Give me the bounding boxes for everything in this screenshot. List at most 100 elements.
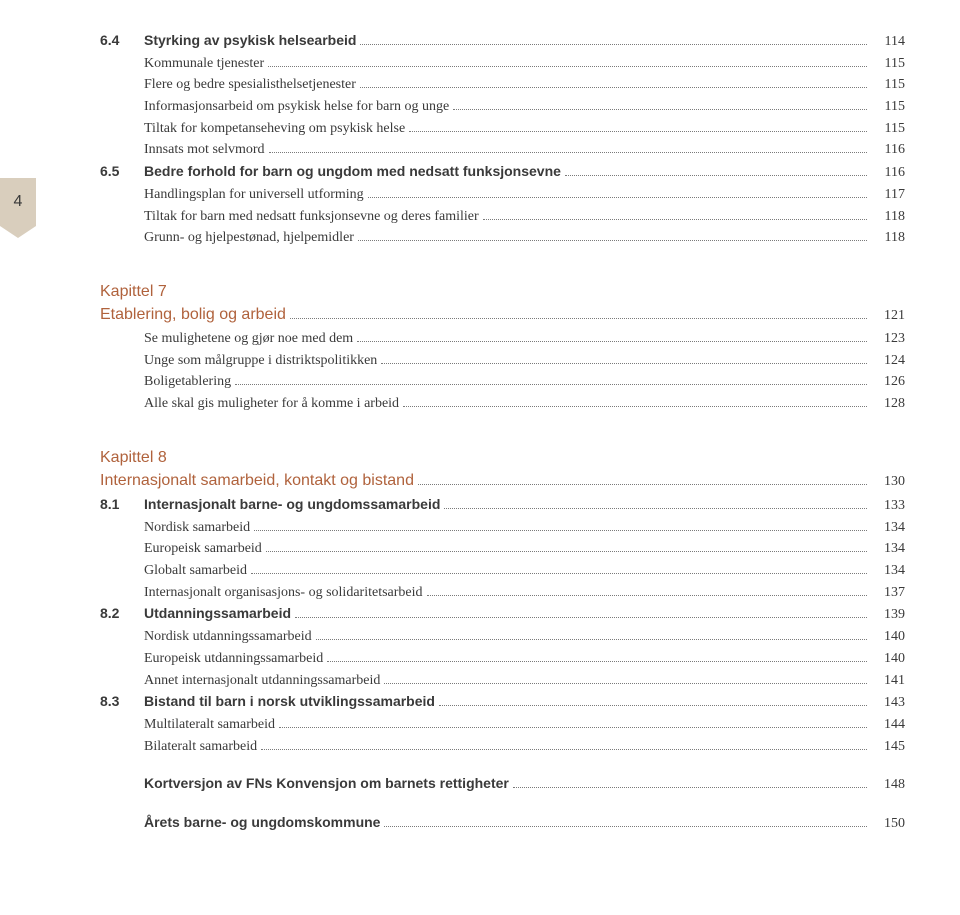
leader-dots bbox=[295, 617, 867, 618]
toc-label: Bistand til barn i norsk utviklingssamar… bbox=[144, 691, 435, 713]
toc-section-number: 8.3 bbox=[100, 691, 144, 713]
leader-dots bbox=[384, 683, 867, 684]
toc-page-number: 141 bbox=[871, 670, 905, 692]
toc-label: Internasjonalt barne- og ungdomssamarbei… bbox=[144, 494, 440, 516]
toc-page-number: 115 bbox=[871, 118, 905, 140]
toc-row: Multilateralt samarbeid144 bbox=[100, 714, 905, 736]
toc-row: Unge som målgruppe i distriktspolitikken… bbox=[100, 350, 905, 372]
toc-label: Nordisk utdanningssamarbeid bbox=[144, 626, 312, 648]
leader-dots bbox=[483, 219, 867, 220]
leader-dots bbox=[513, 787, 867, 788]
toc-label: Grunn- og hjelpestønad, hjelpemidler bbox=[144, 227, 354, 249]
chapter-label: Kapittel 7 bbox=[100, 281, 905, 303]
toc-label: Internasjonalt organisasjons- og solidar… bbox=[144, 582, 423, 604]
toc-row: Tiltak for barn med nedsatt funksjonsevn… bbox=[100, 206, 905, 228]
leader-dots bbox=[269, 152, 867, 153]
toc-label: Styrking av psykisk helsearbeid bbox=[144, 30, 356, 52]
toc-row: Bilateralt samarbeid145 bbox=[100, 736, 905, 758]
toc-row: Handlingsplan for universell utforming 11… bbox=[100, 184, 905, 206]
toc-label: Kommunale tjenester bbox=[144, 53, 264, 75]
toc-row: Boligetablering 126 bbox=[100, 371, 905, 393]
toc-page-number: 118 bbox=[871, 206, 905, 228]
chapter-title-text: Internasjonalt samarbeid, kontakt og bis… bbox=[100, 469, 414, 494]
toc-page-number: 126 bbox=[871, 371, 905, 393]
toc-page-number: 144 bbox=[871, 714, 905, 736]
toc-page-number: 116 bbox=[871, 162, 905, 184]
toc-page-number: 123 bbox=[871, 328, 905, 350]
toc-label: Handlingsplan for universell utforming bbox=[144, 184, 364, 206]
toc-page-number: 150 bbox=[871, 813, 905, 835]
toc-row: Europeisk samarbeid134 bbox=[100, 538, 905, 560]
toc-page-number: 134 bbox=[871, 560, 905, 582]
leader-dots bbox=[327, 661, 867, 662]
toc-row: Kommunale tjenester115 bbox=[100, 53, 905, 75]
leader-dots bbox=[381, 363, 867, 364]
leader-dots bbox=[266, 551, 867, 552]
leader-dots bbox=[261, 749, 867, 750]
spacer bbox=[100, 415, 905, 431]
toc-label: Boligetablering bbox=[144, 371, 231, 393]
toc-label: Europeisk samarbeid bbox=[144, 538, 262, 560]
toc-row: Informasjonsarbeid om psykisk helse for … bbox=[100, 96, 905, 118]
toc-page-number: 121 bbox=[871, 305, 905, 327]
toc-row: 8.3Bistand til barn i norsk utviklingssa… bbox=[100, 691, 905, 714]
toc-page-number: 148 bbox=[871, 774, 905, 796]
toc-row: 8.1Internasjonalt barne- og ungdomssamar… bbox=[100, 494, 905, 517]
leader-dots bbox=[254, 530, 867, 531]
toc-label: Innsats mot selvmord bbox=[144, 139, 265, 161]
toc-row: Internasjonalt organisasjons- og solidar… bbox=[100, 582, 905, 604]
leader-dots bbox=[360, 87, 867, 88]
leader-dots bbox=[409, 131, 867, 132]
leader-dots bbox=[360, 44, 867, 45]
toc-row: Alle skal gis muligheter for å komme i a… bbox=[100, 393, 905, 415]
toc-page-number: 140 bbox=[871, 648, 905, 670]
toc-page-number: 117 bbox=[871, 184, 905, 206]
toc-page-number: 143 bbox=[871, 692, 905, 714]
toc-label: Tiltak for kompetanseheving om psykisk h… bbox=[144, 118, 405, 140]
toc-page-number: 114 bbox=[871, 31, 905, 53]
leader-dots bbox=[427, 595, 867, 596]
toc-row: Annet internasjonalt utdanningssamarbeid… bbox=[100, 670, 905, 692]
toc-page-number: 140 bbox=[871, 626, 905, 648]
leader-dots bbox=[444, 508, 867, 509]
chapter-label: Kapittel 8 bbox=[100, 447, 905, 469]
toc-label: Annet internasjonalt utdanningssamarbeid bbox=[144, 670, 380, 692]
toc-label: Kortversjon av FNs Konvensjon om barnets… bbox=[144, 773, 509, 795]
toc-label: Alle skal gis muligheter for å komme i a… bbox=[144, 393, 399, 415]
toc-page-number: 133 bbox=[871, 495, 905, 517]
leader-dots bbox=[290, 318, 867, 319]
leader-dots bbox=[268, 66, 867, 67]
toc-row: Se mulighetene og gjør noe med dem 123 bbox=[100, 328, 905, 350]
leader-dots bbox=[279, 727, 867, 728]
leader-dots bbox=[403, 406, 867, 407]
toc-label: Europeisk utdanningssamarbeid bbox=[144, 648, 323, 670]
page-number-tab: 4 bbox=[0, 178, 36, 226]
toc-label: Se mulighetene og gjør noe med dem bbox=[144, 328, 353, 350]
toc-page-number: 137 bbox=[871, 582, 905, 604]
toc-row: Årets barne- og ungdomskommune150 bbox=[100, 812, 905, 835]
toc-row: Europeisk utdanningssamarbeid 140 bbox=[100, 648, 905, 670]
page-number-value: 4 bbox=[14, 193, 23, 211]
leader-dots bbox=[439, 705, 867, 706]
toc-page-number: 128 bbox=[871, 393, 905, 415]
toc-row: Globalt samarbeid 134 bbox=[100, 560, 905, 582]
toc-label: Globalt samarbeid bbox=[144, 560, 247, 582]
chapter-title-row: Etablering, bolig og arbeid121 bbox=[100, 303, 905, 328]
toc-row: Tiltak for kompetanseheving om psykisk h… bbox=[100, 118, 905, 140]
toc-row: Flere og bedre spesialisthelsetjenester1… bbox=[100, 74, 905, 96]
toc-label: Tiltak for barn med nedsatt funksjonsevn… bbox=[144, 206, 479, 228]
toc-label: Utdanningssamarbeid bbox=[144, 603, 291, 625]
toc-row: Kortversjon av FNs Konvensjon om barnets… bbox=[100, 773, 905, 796]
toc-section-number: 8.1 bbox=[100, 494, 144, 516]
leader-dots bbox=[357, 341, 867, 342]
toc-row: Grunn- og hjelpestønad, hjelpemidler118 bbox=[100, 227, 905, 249]
toc-row: Innsats mot selvmord116 bbox=[100, 139, 905, 161]
leader-dots bbox=[418, 484, 867, 485]
chapter-title-row: Internasjonalt samarbeid, kontakt og bis… bbox=[100, 469, 905, 494]
spacer bbox=[100, 796, 905, 812]
toc-label: Flere og bedre spesialisthelsetjenester bbox=[144, 74, 356, 96]
leader-dots bbox=[565, 175, 867, 176]
toc-row: Nordisk samarbeid134 bbox=[100, 517, 905, 539]
toc-label: Unge som målgruppe i distriktspolitikken bbox=[144, 350, 377, 372]
leader-dots bbox=[384, 826, 867, 827]
